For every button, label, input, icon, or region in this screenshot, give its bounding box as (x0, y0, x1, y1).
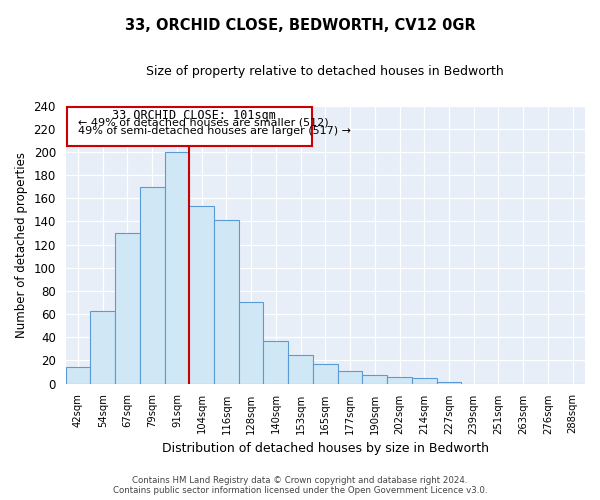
Bar (190, 206, 214, 384)
Text: 33, ORCHID CLOSE, BEDWORTH, CV12 0GR: 33, ORCHID CLOSE, BEDWORTH, CV12 0GR (125, 18, 475, 32)
Bar (140, 186, 164, 384)
Bar (437, 382, 461, 384)
Bar (288, 354, 313, 384)
Bar (214, 220, 239, 384)
Bar (338, 371, 362, 384)
X-axis label: Distribution of detached houses by size in Bedworth: Distribution of detached houses by size … (162, 442, 489, 455)
Y-axis label: Number of detached properties: Number of detached properties (15, 152, 28, 338)
Title: Size of property relative to detached houses in Bedworth: Size of property relative to detached ho… (146, 65, 504, 78)
Bar (412, 378, 437, 384)
FancyBboxPatch shape (67, 106, 312, 146)
Bar (362, 376, 387, 384)
Bar (115, 233, 140, 384)
Bar (313, 364, 338, 384)
Bar (65, 368, 91, 384)
Text: 33 ORCHID CLOSE: 101sqm: 33 ORCHID CLOSE: 101sqm (112, 109, 276, 122)
Text: 49% of semi-detached houses are larger (517) →: 49% of semi-detached houses are larger (… (78, 126, 351, 136)
Bar (387, 376, 412, 384)
Bar (239, 302, 263, 384)
Text: ← 49% of detached houses are smaller (512): ← 49% of detached houses are smaller (51… (78, 117, 329, 127)
Text: Contains HM Land Registry data © Crown copyright and database right 2024.
Contai: Contains HM Land Registry data © Crown c… (113, 476, 487, 495)
Bar (164, 152, 190, 384)
Bar (91, 310, 115, 384)
Bar (263, 340, 288, 384)
